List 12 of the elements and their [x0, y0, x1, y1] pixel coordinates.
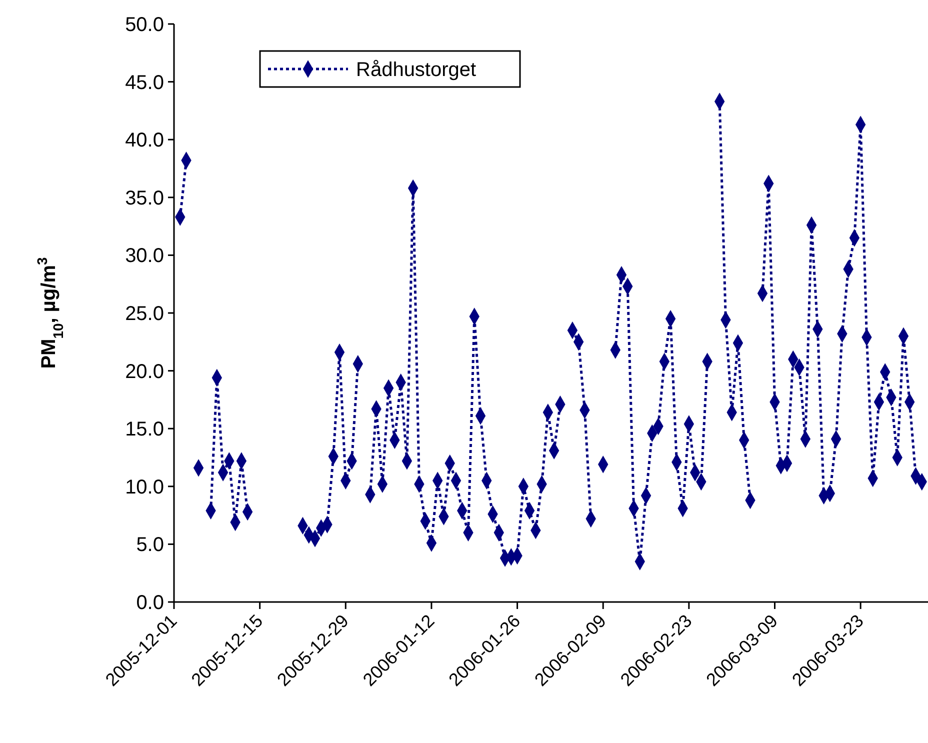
y-tick-label: 0.0 — [136, 592, 164, 614]
y-tick-label: 45.0 — [125, 72, 164, 94]
y-tick-label: 50.0 — [125, 14, 164, 36]
y-tick-label: 10.0 — [125, 476, 164, 498]
y-tick-label: 15.0 — [125, 418, 164, 441]
y-tick-label: 5.0 — [136, 534, 164, 556]
y-tick-label: 40.0 — [125, 130, 164, 152]
y-tick-label: 35.0 — [125, 187, 164, 210]
y-tick-label: 20.0 — [125, 360, 164, 383]
legend-label: Rådhustorget — [356, 59, 477, 81]
y-tick-label: 30.0 — [125, 245, 164, 268]
y-tick-label: 25.0 — [125, 303, 164, 325]
